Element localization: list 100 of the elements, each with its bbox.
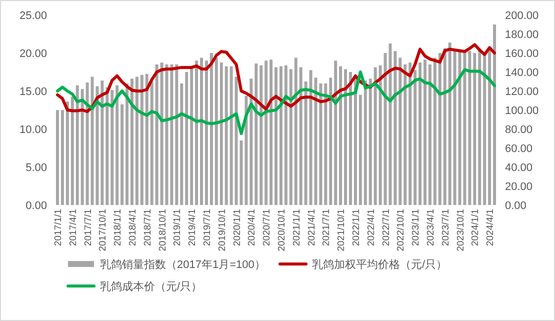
legend-label: 乳鸽成本价（元/只） bbox=[100, 280, 202, 293]
bar bbox=[274, 67, 278, 205]
bar bbox=[349, 72, 352, 205]
bar bbox=[329, 78, 332, 205]
y2-tick-label: 140.00 bbox=[505, 67, 539, 79]
x-tick-label: 2017/10/1 bbox=[98, 209, 109, 252]
y-tick-label: 20.00 bbox=[19, 48, 47, 60]
x-tick-label: 2022/7/1 bbox=[380, 209, 392, 246]
x-tick-label: 2019/4/1 bbox=[187, 209, 198, 246]
bar bbox=[250, 78, 253, 205]
bar bbox=[70, 96, 74, 205]
x-tick-label: 2023/4/1 bbox=[425, 209, 436, 246]
bar bbox=[130, 78, 134, 205]
bar bbox=[483, 53, 486, 205]
y-tick-label: 15.00 bbox=[19, 86, 47, 98]
x-tick-label: 2017/7/1 bbox=[82, 209, 94, 246]
x-tick-label: 2018/10/1 bbox=[157, 209, 168, 252]
bar bbox=[200, 58, 203, 205]
x-tick-label: 2022/1/1 bbox=[350, 209, 362, 246]
bar bbox=[160, 62, 164, 205]
x-tick-label: 2020/1/1 bbox=[232, 209, 243, 246]
x-tick-label: 2017/1/1 bbox=[52, 209, 64, 246]
y2-tick-label: 80.00 bbox=[505, 124, 533, 136]
bar bbox=[190, 67, 194, 205]
bar bbox=[210, 53, 213, 205]
bar bbox=[388, 44, 392, 205]
y2-tick-label: 20.00 bbox=[505, 181, 533, 193]
bar bbox=[180, 83, 184, 205]
bar bbox=[374, 67, 377, 205]
x-tick-label: 2021/10/1 bbox=[336, 209, 348, 252]
bar bbox=[334, 60, 338, 205]
bar bbox=[448, 42, 452, 205]
bar bbox=[120, 104, 124, 205]
bar bbox=[145, 74, 148, 205]
bar bbox=[478, 50, 482, 205]
y-tick-label: 25.00 bbox=[19, 10, 47, 22]
x-tick-label: 2024/1/1 bbox=[470, 209, 482, 246]
bar bbox=[264, 60, 268, 205]
y2-tick-label: 0.00 bbox=[505, 200, 526, 212]
y-tick-label: 10.00 bbox=[19, 124, 47, 136]
x-tick-label: 2019/7/1 bbox=[202, 209, 213, 246]
y2-tick-label: 200.00 bbox=[505, 10, 539, 22]
bar bbox=[185, 72, 188, 205]
bar bbox=[76, 85, 79, 205]
bar bbox=[398, 58, 402, 205]
bar bbox=[244, 96, 248, 205]
bar bbox=[428, 64, 432, 205]
bar bbox=[140, 74, 144, 205]
bar bbox=[150, 82, 154, 205]
bar bbox=[155, 64, 158, 205]
bar bbox=[96, 86, 99, 205]
x-tick-label: 2018/1/1 bbox=[112, 209, 124, 246]
x-tick-label: 2020/10/1 bbox=[276, 209, 288, 252]
bar bbox=[254, 63, 258, 205]
bar bbox=[453, 50, 456, 205]
x-tick-label: 2019/10/1 bbox=[216, 209, 228, 252]
bar bbox=[394, 51, 397, 205]
x-tick-label: 2024/4/1 bbox=[485, 209, 496, 246]
bar bbox=[424, 60, 426, 205]
x-tick-label: 2018/4/1 bbox=[127, 209, 138, 246]
x-tick-label: 2022/4/1 bbox=[366, 209, 377, 246]
bar bbox=[368, 78, 372, 205]
bar bbox=[339, 66, 342, 205]
bar bbox=[493, 24, 496, 205]
bar bbox=[80, 89, 84, 205]
bar bbox=[443, 48, 446, 205]
bar bbox=[100, 80, 104, 205]
bar bbox=[60, 110, 64, 205]
bar bbox=[344, 69, 348, 205]
x-tick-label: 2023/7/1 bbox=[440, 209, 452, 246]
y2-tick-label: 180.00 bbox=[505, 29, 539, 41]
bar bbox=[195, 60, 198, 205]
bar bbox=[56, 110, 59, 205]
bar bbox=[224, 66, 228, 205]
x-tick-label: 2023/1/1 bbox=[410, 209, 422, 246]
bar bbox=[170, 64, 174, 205]
bar bbox=[135, 76, 138, 205]
x-tick-label: 2019/1/1 bbox=[172, 209, 184, 246]
y-tick-label: 5.00 bbox=[26, 162, 47, 174]
bar bbox=[294, 58, 298, 205]
bar bbox=[126, 83, 128, 205]
x-tick-label: 2021/4/1 bbox=[306, 209, 318, 246]
bar bbox=[438, 53, 442, 205]
x-tick-label: 2018/7/1 bbox=[142, 209, 154, 246]
y2-tick-label: 60.00 bbox=[505, 143, 533, 155]
x-tick-label: 2022/10/1 bbox=[396, 209, 407, 252]
bar bbox=[418, 62, 422, 205]
bar bbox=[414, 70, 417, 205]
bar bbox=[463, 50, 466, 205]
bar bbox=[260, 65, 263, 205]
bar bbox=[378, 65, 382, 205]
x-tick-label: 2021/7/1 bbox=[321, 209, 332, 246]
bar bbox=[204, 60, 208, 205]
bar bbox=[364, 80, 367, 205]
bar bbox=[86, 82, 89, 205]
bar bbox=[284, 65, 288, 205]
bar bbox=[110, 90, 114, 205]
y2-tick-label: 100.00 bbox=[505, 105, 539, 117]
bar bbox=[354, 78, 357, 205]
y2-tick-label: 40.00 bbox=[505, 162, 533, 174]
